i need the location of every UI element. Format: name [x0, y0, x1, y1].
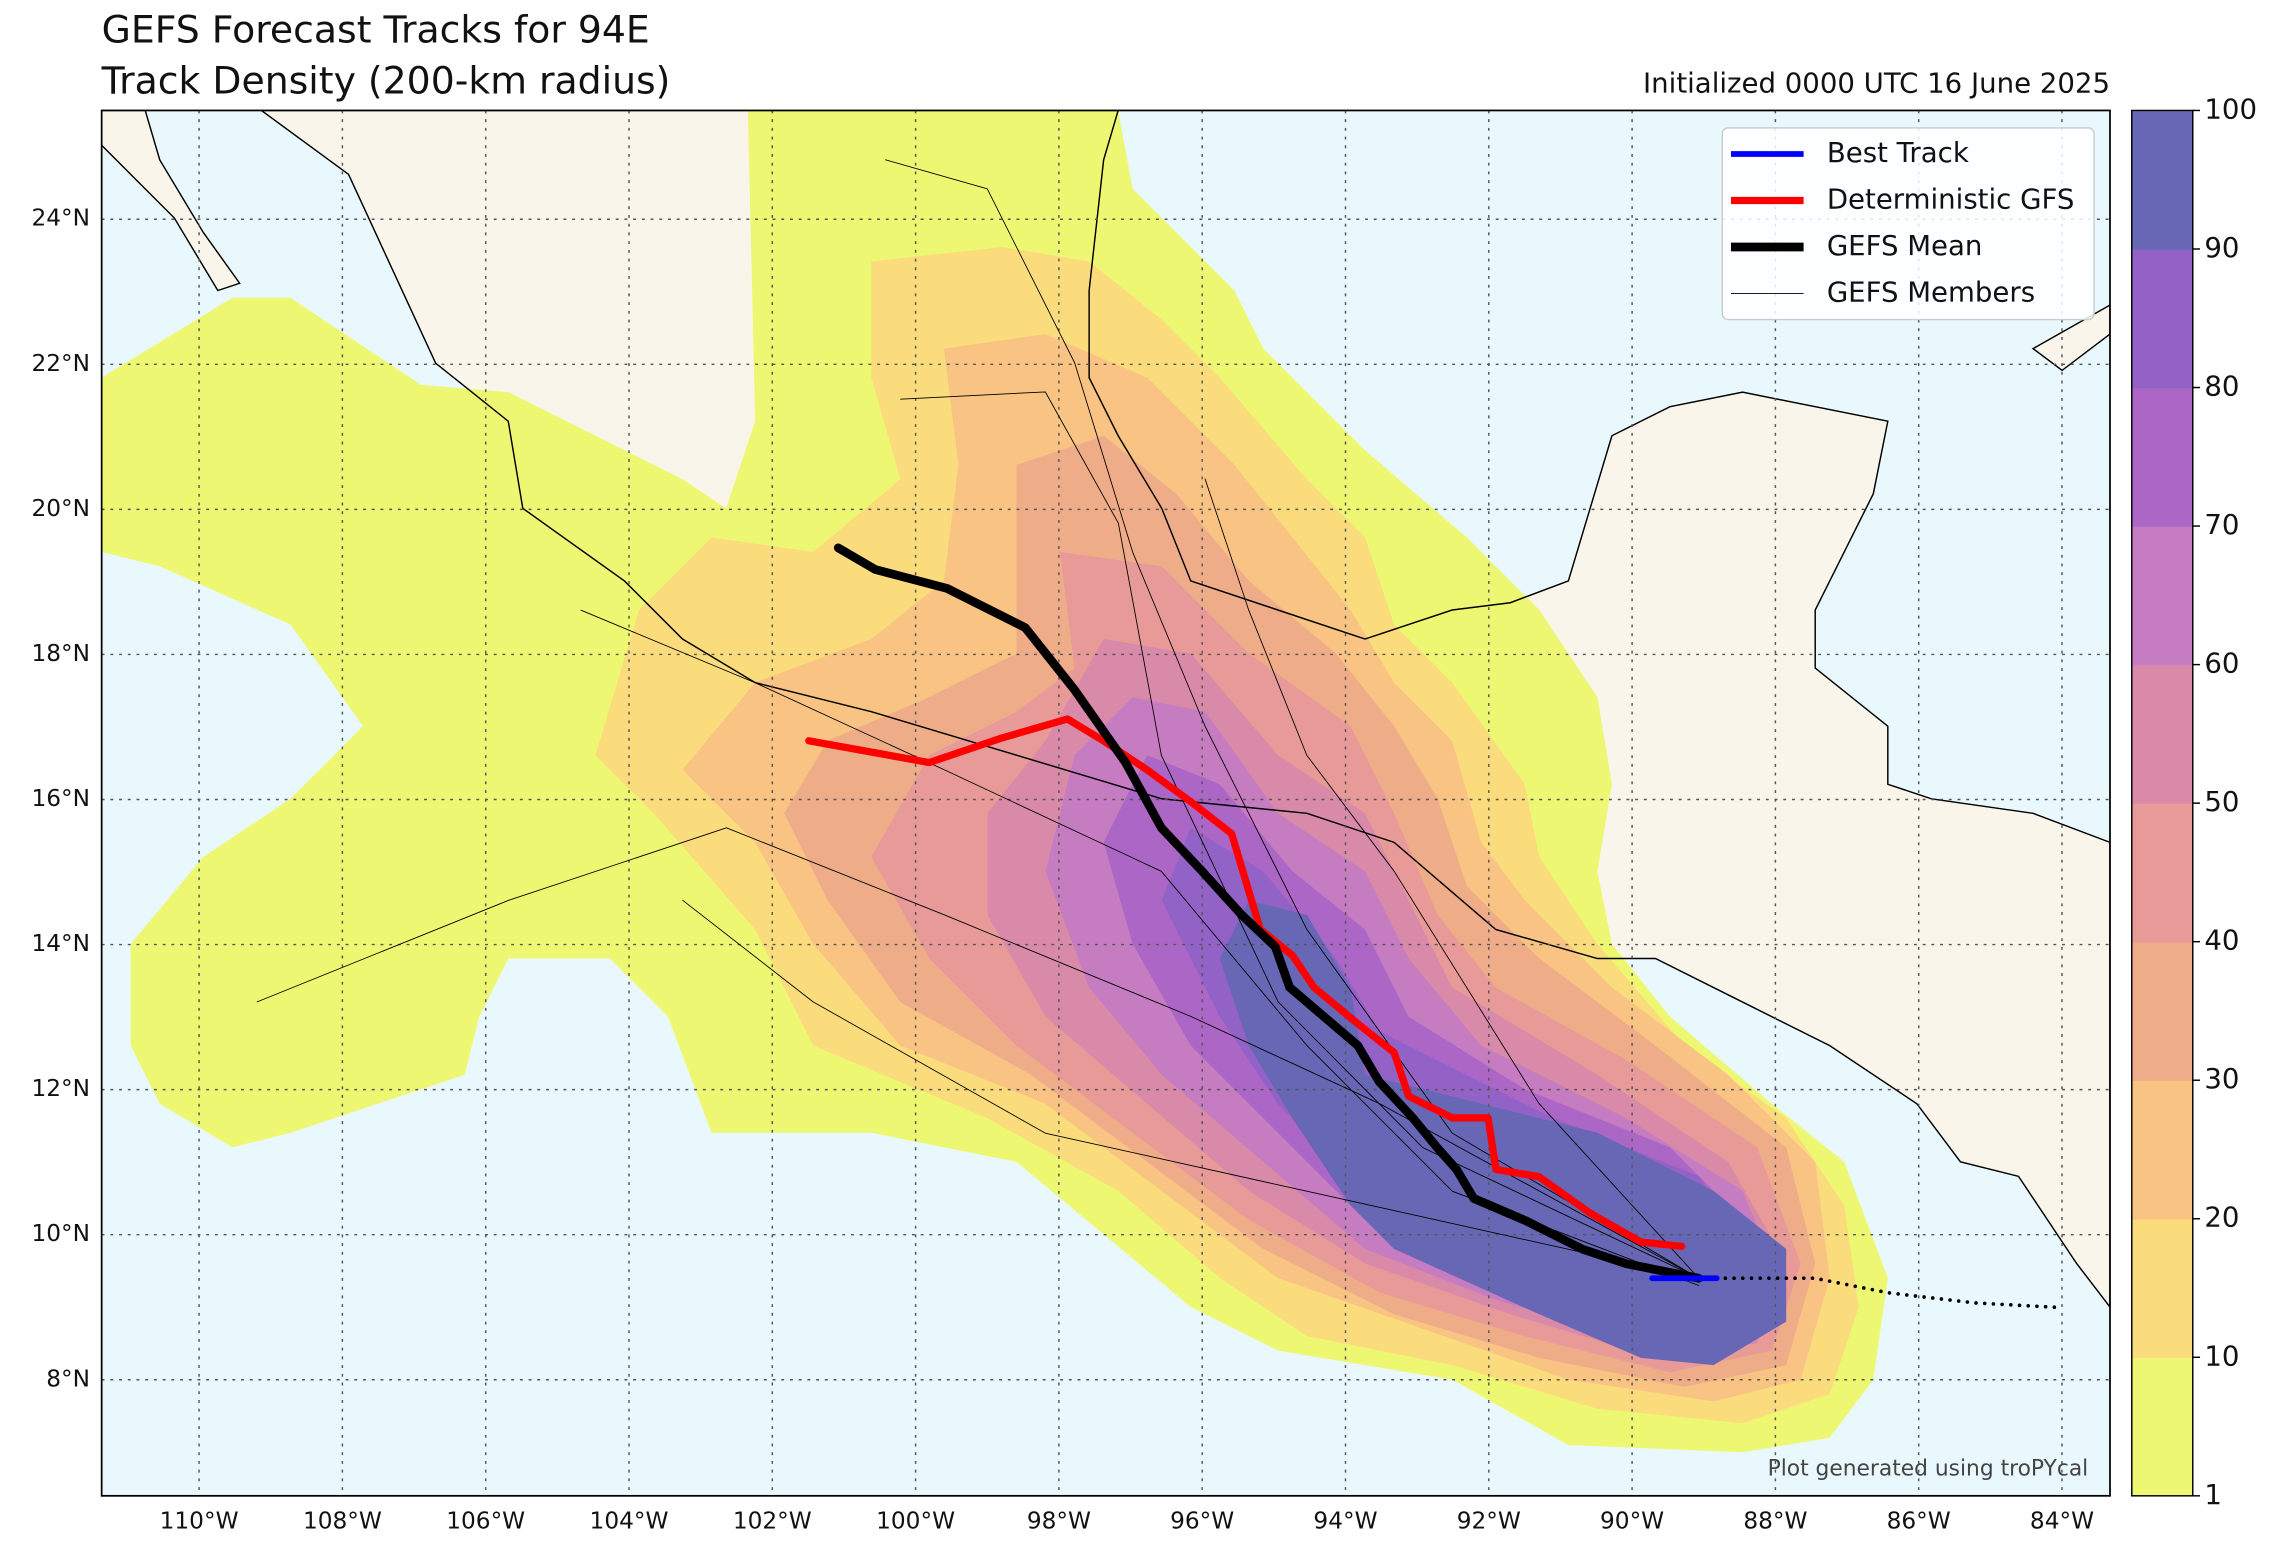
track [805, 715, 1686, 1250]
colorbar-band [2131, 664, 2193, 804]
track [833, 543, 1704, 1283]
y-tick-label: 12°N [32, 1075, 91, 1102]
x-tick-label: 106°W [446, 1507, 525, 1534]
colorbar-label: 1 [2204, 1478, 2222, 1511]
colorbar-band [2131, 1080, 2193, 1220]
colorbar-label: 90 [2204, 231, 2239, 264]
map-layer [101, 110, 2111, 1496]
subtitle: Track Density (200-km radius) [101, 58, 671, 102]
land [2033, 305, 2111, 371]
colorbar-label: 80 [2204, 370, 2239, 403]
colorbar-band [2131, 941, 2193, 1081]
land [101, 110, 240, 291]
colorbar-label: 70 [2204, 508, 2239, 541]
member-track [885, 159, 1700, 1279]
colorbar-label: 40 [2204, 924, 2239, 957]
colorbar-band [2131, 1357, 2193, 1497]
x-tick-label: 94°W [1313, 1507, 1377, 1534]
y-tick-label: 10°N [32, 1220, 91, 1247]
x-tick-label: 96°W [1170, 1507, 1234, 1534]
colorbar-band [2131, 110, 2193, 250]
y-tick-label: 14°N [32, 930, 91, 957]
legend-label: GEFS Members [1827, 275, 2035, 308]
colorbar-label: 30 [2204, 1062, 2239, 1095]
y-tick-label: 22°N [32, 350, 91, 377]
colorbar-label: 10 [2204, 1339, 2239, 1372]
y-tick-label: 20°N [32, 495, 91, 522]
x-tick-label: 100°W [876, 1507, 955, 1534]
y-tick-label: 24°N [32, 205, 91, 232]
y-tick-label: 18°N [32, 640, 91, 667]
coastline [101, 110, 241, 292]
legend-label: Best Track [1827, 136, 1969, 169]
x-tick-label: 86°W [1887, 1507, 1951, 1534]
member-track [682, 899, 1700, 1279]
colorbar-band [2131, 1218, 2193, 1359]
colorbar-label: 60 [2204, 647, 2239, 680]
colorbar-band [2131, 803, 2193, 943]
member-track [900, 391, 1700, 1279]
x-tick-label: 102°W [733, 1507, 812, 1534]
colorbar-label: 20 [2204, 1201, 2239, 1234]
legend-label: Deterministic GFS [1827, 182, 2075, 215]
legend-box [1721, 127, 2095, 321]
colorbar-band [2131, 248, 2193, 389]
credit: Plot generated using troPYcal [1768, 1457, 2089, 1482]
x-tick-label: 104°W [590, 1507, 669, 1534]
x-tick-label: 92°W [1457, 1507, 1521, 1534]
init-time: Initialized 0000 UTC 16 June 2025 [1643, 66, 2110, 99]
x-tick-label: 88°W [1743, 1507, 1807, 1534]
legend-label: GEFS Mean [1827, 229, 1983, 262]
x-tick-label: 110°W [160, 1507, 239, 1534]
map-frame [100, 109, 2111, 1497]
x-tick-label: 84°W [2030, 1507, 2094, 1534]
x-tick-label: 90°W [1600, 1507, 1664, 1534]
x-tick-label: 108°W [303, 1507, 382, 1534]
title: GEFS Forecast Tracks for 94E [102, 8, 650, 52]
member-track [1204, 478, 1700, 1279]
colorbar-label: 50 [2204, 785, 2239, 818]
y-tick-label: 8°N [46, 1365, 90, 1392]
x-tick-label: 98°W [1027, 1507, 1091, 1534]
colorbar-band [2131, 387, 2193, 527]
track-extension [1714, 1276, 2057, 1310]
member-track [580, 609, 1700, 1286]
colorbar-band [2131, 526, 2193, 666]
y-tick-label: 16°N [32, 785, 91, 812]
coastline [260, 110, 2111, 1309]
colorbar-label: 100 [2204, 92, 2257, 125]
